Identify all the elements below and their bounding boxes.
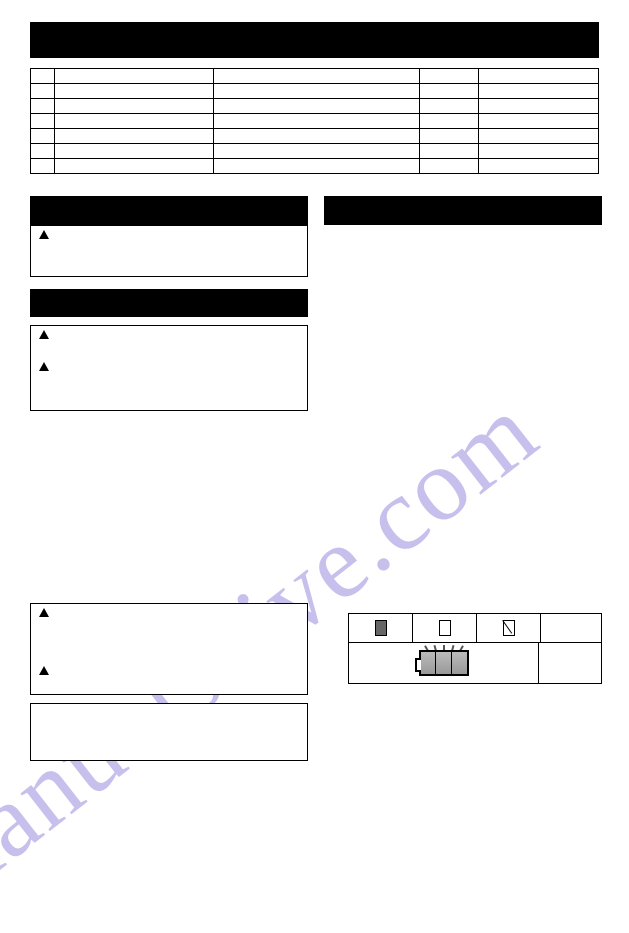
note-box [30, 703, 308, 761]
table-row [31, 114, 599, 129]
warning-triangle-icon [39, 230, 49, 239]
section-heading-bar [30, 289, 308, 317]
page [0, 0, 629, 779]
battery-states-row [349, 614, 601, 643]
battery-pack-label-cell [539, 643, 601, 683]
battery-pack-icon [419, 650, 469, 676]
battery-states-label-cell [541, 614, 601, 642]
table-row [31, 129, 599, 144]
warning-box [30, 225, 308, 277]
left-column [30, 196, 308, 761]
table-row [31, 69, 599, 84]
warning-box [30, 603, 308, 695]
battery-state-empty [413, 614, 477, 642]
battery-cell-icon [375, 620, 387, 636]
table-row [31, 159, 599, 174]
section-heading-bar [324, 196, 602, 225]
battery-cell-icon [439, 620, 451, 636]
battery-state-low [477, 614, 541, 642]
battery-pack-row [349, 643, 601, 683]
battery-indicator-box [348, 613, 602, 684]
section-heading-bar [30, 196, 308, 225]
table-row [31, 144, 599, 159]
warning-triangle-icon [39, 666, 49, 675]
table-row [31, 84, 599, 99]
right-column [324, 196, 602, 761]
warning-triangle-icon [39, 608, 49, 617]
warning-triangle-icon [39, 330, 49, 339]
battery-pack-image [349, 643, 539, 683]
battery-state-full [349, 614, 413, 642]
battery-cell-icon [503, 620, 515, 636]
spec-table [30, 68, 599, 174]
table-row [31, 99, 599, 114]
title-bar [30, 22, 599, 58]
warning-triangle-icon [39, 362, 49, 371]
warning-box [30, 325, 308, 411]
